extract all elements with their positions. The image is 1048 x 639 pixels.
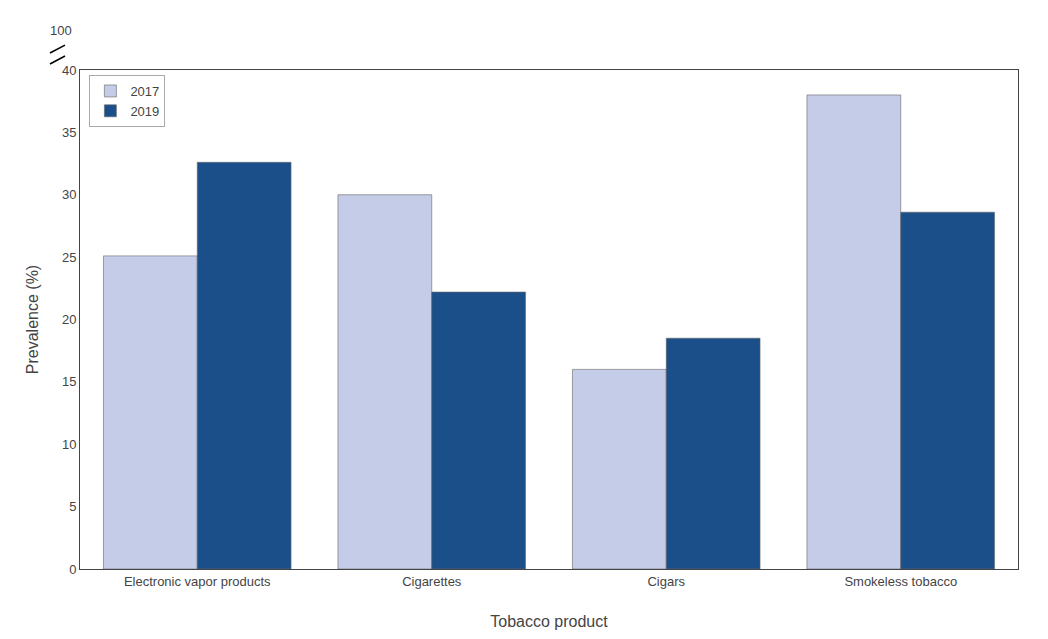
svg-text:2017: 2017 (130, 84, 159, 99)
svg-text:25: 25 (62, 250, 76, 265)
svg-text:0: 0 (69, 562, 76, 577)
svg-text:2019: 2019 (130, 104, 159, 119)
svg-text:35: 35 (62, 125, 76, 140)
svg-text:5: 5 (69, 499, 76, 514)
svg-text:Tobacco product: Tobacco product (490, 613, 608, 630)
svg-text:15: 15 (62, 374, 76, 389)
svg-text:40: 40 (62, 63, 76, 78)
svg-text:30: 30 (62, 187, 76, 202)
svg-text:Prevalence (%): Prevalence (%) (24, 265, 41, 374)
svg-text:Electronic vapor products: Electronic vapor products (124, 574, 271, 589)
svg-text:Cigarettes: Cigarettes (402, 574, 462, 589)
svg-text:Smokeless tobacco: Smokeless tobacco (844, 574, 957, 589)
svg-text:Cigars: Cigars (647, 574, 685, 589)
svg-text:100: 100 (50, 23, 72, 38)
svg-text:20: 20 (62, 312, 76, 327)
svg-text:10: 10 (62, 437, 76, 452)
